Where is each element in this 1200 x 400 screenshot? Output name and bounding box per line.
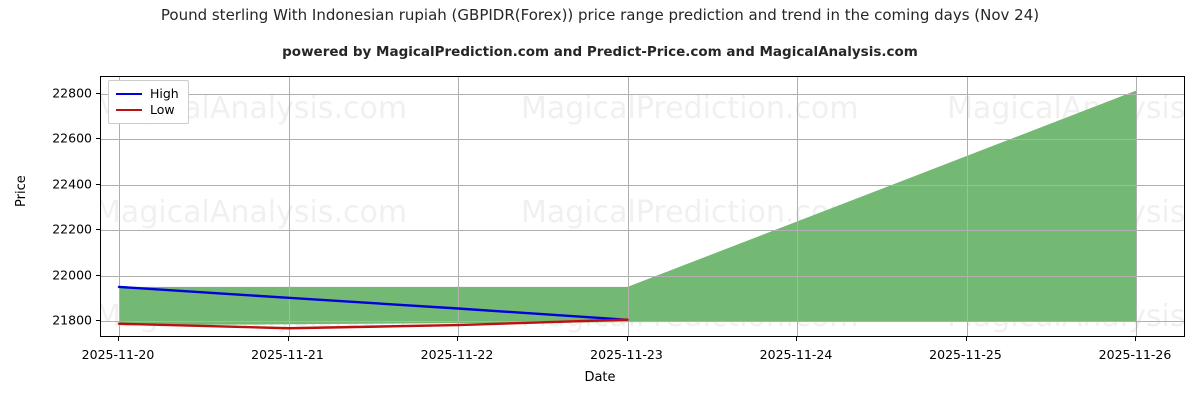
y-axis-tick-label: 22600 xyxy=(52,130,92,146)
y-axis-tick-mark xyxy=(96,183,100,185)
x-axis-tick-label: 2025-11-26 xyxy=(1098,347,1172,362)
series-line-high xyxy=(117,285,629,322)
x-axis-tick-label: 2025-11-25 xyxy=(929,347,1002,362)
series-lines xyxy=(117,285,629,330)
chart-legend: High Low xyxy=(108,80,189,124)
prediction-range-band xyxy=(119,90,1136,326)
chart-title: Pound sterling With Indonesian rupiah (G… xyxy=(160,6,1040,24)
y-axis-tick-label: 22800 xyxy=(52,85,92,101)
x-axis-tick-label: 2025-11-20 xyxy=(81,347,155,362)
y-axis-tick-mark xyxy=(96,93,100,95)
legend-label-high: High xyxy=(150,86,179,101)
y-axis-tick-label: 21800 xyxy=(52,312,92,328)
y-axis-tick-label: 22400 xyxy=(52,176,92,192)
y-axis-tick-label: 22000 xyxy=(52,267,92,283)
legend-label-low: Low xyxy=(150,102,175,117)
x-axis-label: Date xyxy=(584,370,616,385)
y-axis-tick-label: 22200 xyxy=(52,221,92,237)
x-axis-tick-label: 2025-11-22 xyxy=(420,347,494,362)
y-axis-tick-mark xyxy=(96,138,100,140)
legend-swatch-high xyxy=(116,93,142,95)
x-axis-tick-mark xyxy=(118,337,119,341)
y-axis-tick-mark xyxy=(96,229,100,231)
x-axis-tick-mark xyxy=(626,337,628,341)
x-axis-tick-label: 2025-11-21 xyxy=(251,347,324,362)
series-line-low xyxy=(117,318,629,330)
x-axis-tick-mark xyxy=(287,337,289,341)
y-axis-tick-mark xyxy=(96,319,100,321)
x-axis-tick-label: 2025-11-24 xyxy=(759,347,833,362)
legend-swatch-low xyxy=(116,109,142,111)
x-axis-tick-label: 2025-11-23 xyxy=(590,347,663,362)
x-axis-tick-mark xyxy=(965,337,967,341)
y-axis-tick-mark xyxy=(96,274,100,276)
plot-area: MagicalAnalysis.com MagicalPrediction.com… xyxy=(100,76,1185,337)
x-axis-tick-mark xyxy=(457,337,458,341)
chart-subtitle: powered by MagicalPrediction.com and Pre… xyxy=(282,44,918,60)
prediction-range-polygon xyxy=(119,90,1136,326)
x-axis-tick-mark xyxy=(1135,337,1136,341)
legend-item-low[interactable]: Low xyxy=(116,102,179,118)
x-axis-tick-mark xyxy=(796,337,797,341)
legend-item-high[interactable]: High xyxy=(116,86,179,102)
